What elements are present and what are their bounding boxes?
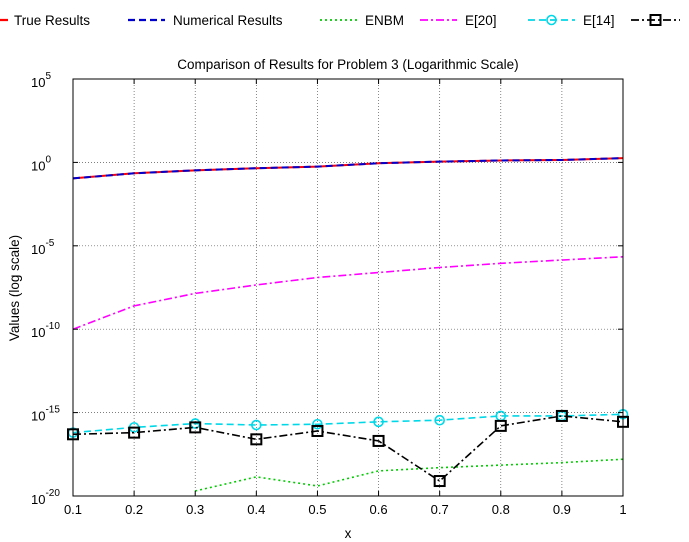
y-tick-label: 100 (31, 154, 51, 173)
y-tick-label: 105 (31, 71, 51, 90)
legend-label: E[14] (583, 13, 615, 28)
series-1 (72, 157, 624, 180)
legend: True Results Numerical Results ENBM E[20] E[… (0, 13, 680, 28)
y-tick-label: 10-20 (31, 488, 60, 507)
y-tick-label: 10-5 (31, 238, 55, 257)
x-tick-label: 0.3 (186, 502, 204, 517)
series-line (72, 415, 624, 483)
data-point (312, 418, 323, 430)
series-line (72, 157, 624, 180)
data-point (494, 419, 507, 432)
legend-label: Numerical Results (173, 13, 283, 28)
data-point (250, 433, 263, 446)
legend-label: True Results (14, 13, 90, 28)
x-tick-label: 0.2 (125, 502, 143, 517)
plot-background (73, 79, 623, 496)
data-point (189, 421, 202, 434)
legend-label: E[20] (465, 13, 497, 28)
x-tick-label: 0.9 (553, 502, 571, 517)
data-point (373, 416, 384, 428)
legend-label: ENBM (365, 13, 404, 28)
y-tick-label: 10-15 (31, 405, 60, 424)
series-3 (72, 255, 624, 330)
x-tick-label: 0.5 (308, 502, 326, 517)
data-point (251, 419, 262, 431)
x-tick-label: 0.7 (431, 502, 449, 517)
axes-frame (72, 78, 624, 497)
legend-marker (546, 14, 557, 26)
plot-area: 0.1 0.2 0.3 0.4 0.5 0.6 0.7 0.8 0.9 1 105 100 10-5 10… (31, 71, 629, 517)
data-point (434, 414, 445, 426)
y-tick-label: 10-10 (31, 321, 60, 340)
x-tick-label: 0.6 (370, 502, 388, 517)
data-point (433, 475, 446, 488)
data-point (372, 434, 385, 447)
data-point (555, 409, 568, 422)
y-axis-label: Values (log scale) (7, 235, 22, 341)
series-line (72, 413, 624, 434)
x-tick-label: 0.4 (247, 502, 265, 517)
data-point (128, 426, 141, 439)
series-line (195, 458, 624, 492)
data-point (311, 424, 324, 437)
x-axis-label: x (345, 526, 352, 541)
chart-title: Comparison of Results for Problem 3 (Log… (177, 57, 518, 72)
x-tick-label: 0.1 (64, 502, 82, 517)
x-tick-label: 0.8 (492, 502, 510, 517)
series-2 (195, 458, 624, 492)
legend-marker (649, 14, 662, 26)
x-tick-label: 1 (619, 502, 626, 517)
series-line (72, 255, 624, 330)
